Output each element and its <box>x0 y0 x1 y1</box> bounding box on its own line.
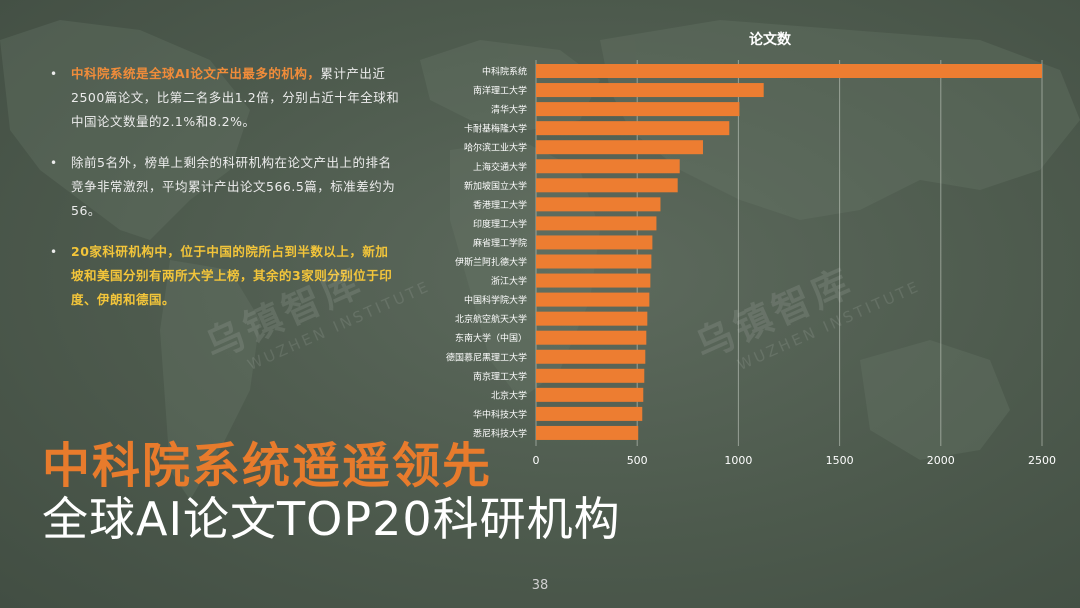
x-tick-labels: 0 500 1000 1500 2000 2500 <box>533 454 1057 467</box>
category-label: 卡耐基梅隆大学 <box>464 123 527 135</box>
bar <box>536 273 651 288</box>
bar <box>536 102 740 117</box>
category-label: 悉尼科技大学 <box>473 427 527 439</box>
x-tick-label: 0 <box>533 454 540 467</box>
bar <box>536 83 764 98</box>
bar <box>536 254 652 269</box>
category-label: 新加坡国立大学 <box>464 180 527 192</box>
category-label: 中国科学院大学 <box>464 294 527 306</box>
bullet-list: • 中科院系统是全球AI论文产出最多的机构，累计产出近2500篇论文，比第二名多… <box>50 62 400 329</box>
headline: 中科院系统遥遥领先 <box>42 438 493 494</box>
category-label: 浙江大学 <box>491 275 527 287</box>
subtitle: 全球AI论文TOP20科研机构 <box>42 492 621 546</box>
bars <box>536 64 1042 440</box>
x-tick-label: 2000 <box>927 454 955 467</box>
category-label: 中科院系统 <box>482 66 527 78</box>
bar <box>536 311 648 326</box>
category-label: 北京航空航天大学 <box>455 313 527 325</box>
bullet-dot-icon: • <box>50 245 58 259</box>
bar <box>536 292 650 307</box>
category-label: 北京大学 <box>491 389 527 401</box>
page-number: 38 <box>531 578 549 593</box>
bar <box>536 216 657 231</box>
chart-title: 论文数 <box>749 31 792 48</box>
x-tick-label: 500 <box>627 454 648 467</box>
bullet-dot-icon: • <box>50 156 58 170</box>
bar <box>536 387 644 402</box>
x-tick-label: 1500 <box>826 454 854 467</box>
bar <box>536 197 661 212</box>
bar <box>536 425 639 440</box>
x-tick-label: 2500 <box>1028 454 1056 467</box>
category-label: 麻省理工学院 <box>473 237 527 249</box>
bullet-text: 除前5名外，榜单上剩余的科研机构在论文产出上的排名竞争非常激烈，平均累计产出论文… <box>71 155 396 218</box>
bar <box>536 349 646 364</box>
bar <box>536 330 647 345</box>
bar <box>536 140 703 155</box>
category-label: 清华大学 <box>491 104 527 116</box>
category-labels: 中科院系统南洋理工大学清华大学卡耐基梅隆大学哈尔滨工业大学上海交通大学新加坡国立… <box>446 66 527 440</box>
bar <box>536 64 1042 78</box>
bar <box>536 235 653 250</box>
bar <box>536 121 730 136</box>
category-label: 印度理工大学 <box>473 218 527 230</box>
category-label: 华中科技大学 <box>473 408 527 420</box>
bullet-text: 累计产出近2500篇论文，比第二名多出1.2倍，分别占近十年全球和中国论文数量的… <box>71 66 400 129</box>
x-tick-label: 1000 <box>724 454 752 467</box>
bar <box>536 406 643 421</box>
bar <box>536 368 645 383</box>
bullet-item: • 除前5名外，榜单上剩余的科研机构在论文产出上的排名竞争非常激烈，平均累计产出… <box>50 151 400 223</box>
category-label: 东南大学（中国） <box>455 332 527 344</box>
category-label: 南京理工大学 <box>473 370 527 382</box>
category-label: 哈尔滨工业大学 <box>464 142 527 154</box>
bullet-highlight: 20家科研机构中，位于中国的院所占到半数以上，新加坡和美国分别有两所大学上榜，其… <box>71 244 393 307</box>
bullet-item: • 中科院系统是全球AI论文产出最多的机构，累计产出近2500篇论文，比第二名多… <box>50 62 400 134</box>
bullet-highlight: 中科院系统是全球AI论文产出最多的机构， <box>71 66 321 81</box>
bar-chart: 论文数 中科院系统南洋理工大学清华大学卡耐基梅隆大学哈尔滨工业大学上海交通大学新… <box>446 31 1057 467</box>
bar <box>536 159 680 174</box>
bullet-dot-icon: • <box>50 67 58 81</box>
category-label: 南洋理工大学 <box>473 85 527 97</box>
category-label: 上海交通大学 <box>473 161 527 173</box>
category-label: 香港理工大学 <box>473 199 527 211</box>
category-label: 德国慕尼黑理工大学 <box>446 351 527 363</box>
category-label: 伊斯兰阿扎德大学 <box>455 256 527 268</box>
bar <box>536 178 678 193</box>
bullet-item: • 20家科研机构中，位于中国的院所占到半数以上，新加坡和美国分别有两所大学上榜… <box>50 240 400 312</box>
